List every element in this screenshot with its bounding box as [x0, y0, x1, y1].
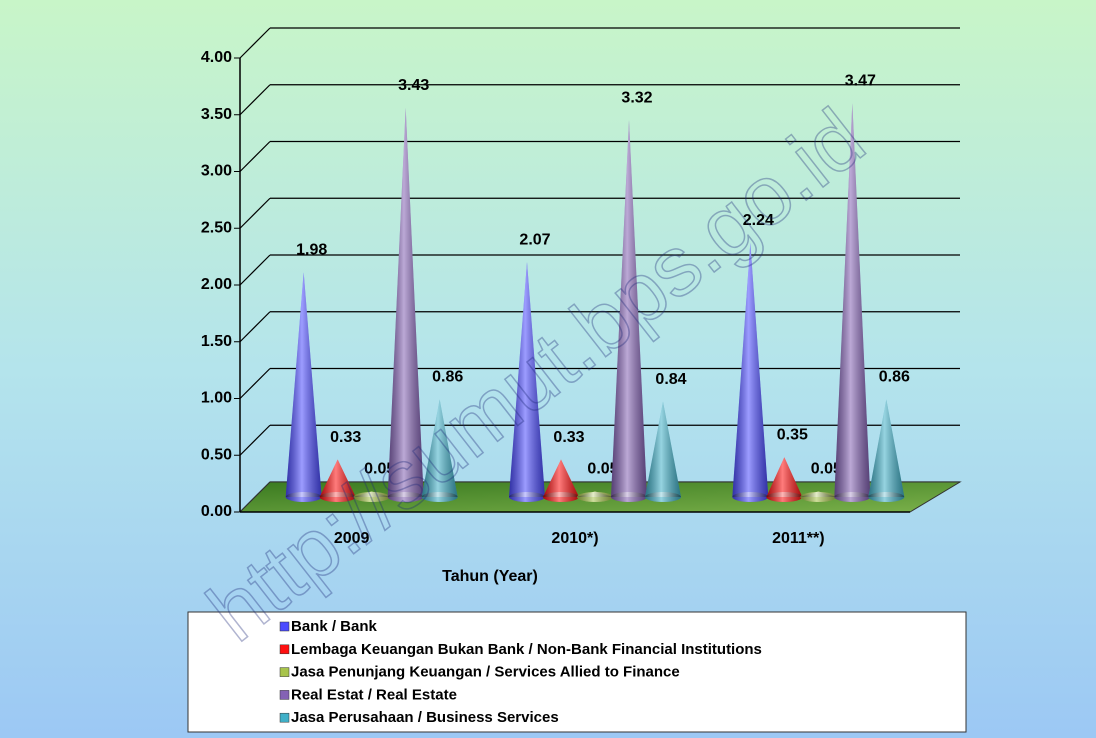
cone-base-shade	[732, 492, 769, 502]
legend-label: Real Estat / Real Estate	[291, 686, 457, 703]
data-label: 0.33	[553, 429, 584, 446]
data-label: 0.05	[364, 461, 395, 478]
grid-line	[239, 254, 271, 286]
cone	[421, 399, 458, 502]
data-label: 0.05	[587, 461, 618, 478]
y-tick-label: 4.00	[201, 49, 232, 66]
cone	[319, 459, 356, 502]
data-label: 2.24	[743, 212, 774, 229]
cone	[732, 242, 769, 502]
grid-line	[239, 368, 271, 399]
cone	[543, 459, 579, 502]
cone-shade	[868, 399, 905, 497]
cone-base-shade	[766, 492, 803, 502]
legend-swatch	[279, 690, 290, 700]
data-label: 0.33	[330, 429, 361, 446]
grid-line	[239, 424, 271, 456]
cone-shade	[509, 262, 545, 497]
y-tick-label: 3.00	[201, 163, 232, 180]
y-tick-label: 0.00	[201, 503, 232, 520]
cone-shade	[387, 107, 424, 497]
cone-base-shade	[543, 492, 579, 502]
x-tick-label: 2009	[334, 530, 370, 547]
legend-swatch	[279, 644, 290, 655]
data-label: 3.43	[398, 77, 429, 94]
grid-line	[239, 141, 271, 172]
y-tick-label: 2.00	[201, 276, 232, 293]
legend-swatch	[279, 667, 290, 677]
grid-line	[239, 84, 271, 116]
legend-label: Jasa Perusahaan / Business Services	[291, 709, 559, 726]
cone-base-shade	[509, 492, 545, 502]
data-label: 0.84	[655, 371, 686, 388]
data-label: 3.32	[621, 89, 652, 106]
cone	[645, 401, 681, 502]
cone-base-shade	[645, 492, 681, 502]
data-label: 0.05	[811, 461, 842, 478]
cone-base-shade	[868, 492, 905, 502]
legend-box	[187, 611, 967, 733]
cone	[387, 107, 424, 502]
cone-base-shade	[577, 492, 613, 502]
y-tick-label: 0.50	[201, 446, 232, 463]
cone-shade	[285, 272, 322, 497]
cone	[834, 103, 871, 502]
cone-base-shade	[800, 492, 837, 502]
data-label: 0.86	[879, 369, 910, 386]
cone-base-shade	[387, 492, 424, 502]
grid-line	[239, 27, 271, 59]
grid-line	[239, 197, 271, 229]
y-tick-label: 3.50	[201, 106, 232, 123]
cone-shade	[319, 459, 356, 497]
x-tick-label: 2011**)	[772, 530, 825, 547]
cone-base-shade	[285, 492, 322, 502]
cone-shade	[766, 457, 803, 497]
cone-base-shade	[353, 492, 390, 502]
cone-shade	[834, 103, 871, 497]
grid-line	[239, 311, 271, 343]
legend-swatch	[279, 712, 290, 723]
data-label: 0.35	[777, 426, 808, 443]
cone-base-shade	[319, 492, 356, 502]
cone	[285, 272, 322, 502]
cone	[800, 491, 837, 502]
legend-label: Bank / Bank	[291, 618, 378, 635]
data-label: 0.86	[432, 369, 463, 386]
cone-base-shade	[421, 492, 458, 502]
cone	[868, 399, 905, 502]
x-tick-label: 2010*)	[551, 530, 598, 547]
legend-swatch	[279, 621, 290, 632]
cone-shade	[645, 401, 681, 497]
legend-label: Lembaga Keuangan Bukan Bank / Non-Bank F…	[291, 641, 762, 658]
data-label: 1.98	[296, 241, 327, 258]
cone	[577, 491, 613, 502]
legend-label: Jasa Penunjang Keuangan / Services Allie…	[291, 664, 680, 681]
y-tick-label: 1.00	[201, 390, 232, 407]
cone-shade	[421, 399, 458, 497]
cone	[766, 457, 803, 502]
cone-base-shade	[834, 492, 871, 502]
data-label: 2.07	[519, 231, 550, 248]
data-label: 3.47	[845, 72, 876, 89]
cone	[353, 491, 390, 502]
y-tick-label: 2.50	[201, 219, 232, 236]
cone-base-shade	[611, 492, 647, 502]
cone	[509, 262, 545, 502]
cone-shade	[543, 459, 579, 497]
y-tick-label: 1.50	[201, 333, 232, 350]
cone-shade	[732, 242, 769, 497]
cone-shade	[611, 120, 647, 498]
x-axis-title: Tahun (Year)	[442, 568, 538, 585]
cone	[611, 120, 647, 502]
